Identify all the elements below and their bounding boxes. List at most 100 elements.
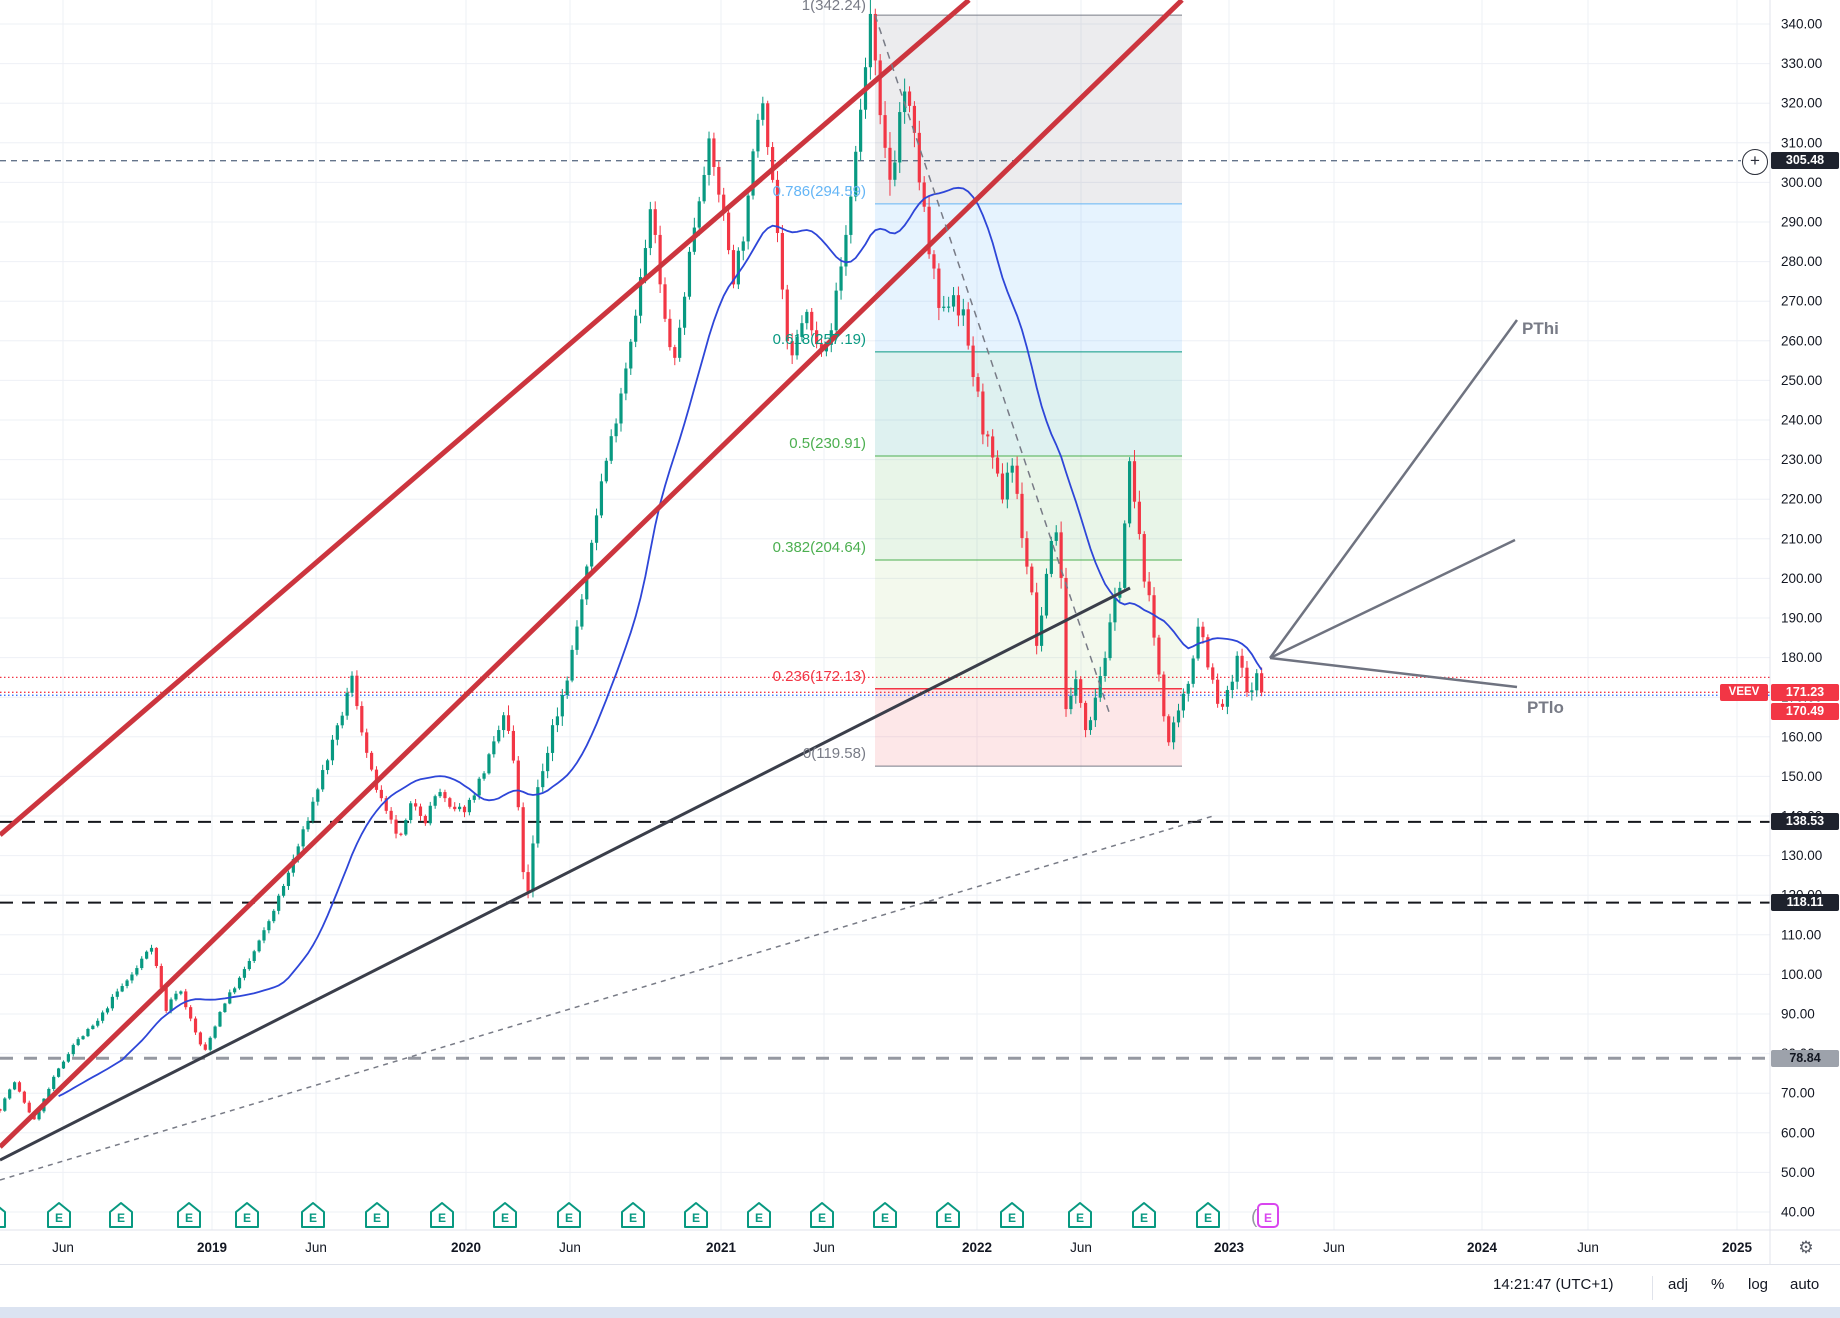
- svg-text:2024: 2024: [1467, 1240, 1498, 1255]
- svg-text:220.00: 220.00: [1781, 492, 1822, 507]
- svg-text:310.00: 310.00: [1781, 135, 1822, 150]
- svg-text:2025: 2025: [1722, 1240, 1753, 1255]
- svg-text:Jun: Jun: [52, 1240, 74, 1255]
- svg-text:E: E: [1204, 1211, 1212, 1225]
- svg-text:Jun: Jun: [305, 1240, 327, 1255]
- earnings-icon: [747, 1202, 771, 1228]
- falling-dashed: [874, 14, 1111, 716]
- earnings-icon: [810, 1202, 834, 1228]
- earnings-icon: [684, 1202, 708, 1228]
- svg-text:Jun: Jun: [1070, 1240, 1092, 1255]
- adjusted-data-toggle[interactable]: adj: [1668, 1276, 1689, 1293]
- fib-label-0.618: 0.618(257.19): [773, 331, 866, 348]
- svg-text:210.00: 210.00: [1781, 531, 1822, 546]
- svg-text:Jun: Jun: [1577, 1240, 1599, 1255]
- support-badge-138: 138.53: [1771, 813, 1839, 831]
- earnings-icon: [235, 1202, 259, 1228]
- svg-text:270.00: 270.00: [1781, 294, 1822, 309]
- earnings-icon: [1068, 1202, 1092, 1228]
- svg-text:2021: 2021: [706, 1240, 737, 1255]
- earnings-icon: [301, 1202, 325, 1228]
- svg-text:E: E: [1264, 1211, 1272, 1225]
- channel-upper-red: [0, 0, 971, 837]
- secondary-price-badge: 170.49: [1771, 702, 1839, 720]
- clock-display[interactable]: 14:21:47 (UTC+1): [1493, 1276, 1614, 1293]
- svg-text:290.00: 290.00: [1781, 215, 1822, 230]
- upcoming-paren-icon: (: [1251, 1207, 1258, 1228]
- trend-lines[interactable]: [0, 0, 1519, 1181]
- add-alert-plus-button[interactable]: +: [1742, 149, 1768, 175]
- svg-text:300.00: 300.00: [1781, 175, 1822, 190]
- svg-text:90.00: 90.00: [1781, 1007, 1815, 1022]
- svg-text:Jun: Jun: [559, 1240, 581, 1255]
- fib-label-0.236: 0.236(172.13): [773, 668, 866, 685]
- svg-text:100.00: 100.00: [1781, 967, 1822, 982]
- time-axis[interactable]: Jun 2019 Jun 2020 Jun 2021 Jun 2022 Jun 2023 Jun 20…: [52, 1238, 1814, 1257]
- upcoming-earnings-icon: [1257, 1203, 1279, 1228]
- fib-label-0.786: 0.786(294.59): [773, 183, 866, 200]
- svg-text:2023: 2023: [1214, 1240, 1245, 1255]
- plot-area[interactable]: 1(342.24) 0.786(294.59) 0.618(257.19) 0.5(2…: [0, 0, 1770, 1181]
- low-marker-badge: 78.84: [1771, 1049, 1839, 1067]
- bottom-toolbar: 14:21:47 (UTC+1) adj % log auto: [0, 1264, 1840, 1307]
- gear-icon[interactable]: ⚙: [1798, 1238, 1813, 1257]
- svg-text:2019: 2019: [197, 1240, 227, 1255]
- earnings-icon: [47, 1202, 71, 1228]
- svg-text:330.00: 330.00: [1781, 56, 1822, 71]
- svg-text:200.00: 200.00: [1781, 571, 1822, 586]
- bottom-edge-strip: [0, 1307, 1840, 1318]
- auto-scale-toggle[interactable]: auto: [1790, 1276, 1820, 1293]
- price-badge-305: 305.48: [1771, 152, 1839, 170]
- svg-text:E: E: [373, 1211, 381, 1225]
- fib-band-0.618: [875, 351, 1182, 456]
- svg-text:E: E: [309, 1211, 317, 1225]
- svg-text:2022: 2022: [962, 1240, 992, 1255]
- svg-text:E: E: [1140, 1211, 1148, 1225]
- pt-mid-line: [1269, 538, 1516, 660]
- svg-text:40.00: 40.00: [1781, 1205, 1815, 1220]
- svg-text:E: E: [818, 1211, 826, 1225]
- svg-text:70.00: 70.00: [1781, 1086, 1815, 1101]
- svg-text:130.00: 130.00: [1781, 848, 1822, 863]
- rising-dashed: [0, 815, 1214, 1181]
- earnings-icon: [873, 1202, 897, 1228]
- earnings-markers[interactable]: EEEEEEEEEEEEEEEEEEEE(E: [0, 1202, 1279, 1228]
- price-axis[interactable]: 340.00 330.00 320.00 310.00 300.00 290.00 280.…: [1781, 17, 1822, 1220]
- svg-text:60.00: 60.00: [1781, 1125, 1815, 1140]
- fib-band-0.786: [875, 203, 1182, 352]
- horizontal-price-lines[interactable]: [0, 160, 1770, 1060]
- svg-text:240.00: 240.00: [1781, 413, 1822, 428]
- svg-text:110.00: 110.00: [1781, 927, 1821, 942]
- pt-label-hi: PThi: [1522, 319, 1559, 338]
- fib-retracement[interactable]: [875, 14, 1182, 767]
- earnings-icon: [109, 1202, 133, 1228]
- percent-scale-toggle[interactable]: %: [1711, 1276, 1725, 1293]
- toolbar-separator: [1652, 1276, 1653, 1300]
- earnings-icon: [557, 1202, 581, 1228]
- grid-lines: [0, 0, 1770, 1230]
- svg-text:180.00: 180.00: [1781, 650, 1822, 665]
- svg-text:E: E: [629, 1211, 637, 1225]
- svg-text:E: E: [438, 1211, 446, 1225]
- log-scale-toggle[interactable]: log: [1748, 1276, 1769, 1293]
- svg-text:E: E: [565, 1211, 573, 1225]
- svg-text:340.00: 340.00: [1781, 17, 1822, 32]
- svg-text:E: E: [881, 1211, 889, 1225]
- earnings-icon: [430, 1202, 454, 1228]
- svg-text:230.00: 230.00: [1781, 452, 1822, 467]
- svg-text:E: E: [243, 1211, 251, 1225]
- svg-text:E: E: [1076, 1211, 1084, 1225]
- svg-text:320.00: 320.00: [1781, 96, 1822, 111]
- channel-lower-red: [0, 0, 1184, 1149]
- svg-text:E: E: [755, 1211, 763, 1225]
- pt-low-line: [1269, 656, 1518, 689]
- svg-text:E: E: [692, 1211, 700, 1225]
- fib-label-0.5: 0.5(230.91): [789, 435, 866, 452]
- axis-panes[interactable]: [0, 0, 1840, 1264]
- last-price-badge: 171.23: [1771, 683, 1839, 701]
- svg-text:E: E: [185, 1211, 193, 1225]
- earnings-icon: [936, 1202, 960, 1228]
- svg-text:Jun: Jun: [1323, 1240, 1345, 1255]
